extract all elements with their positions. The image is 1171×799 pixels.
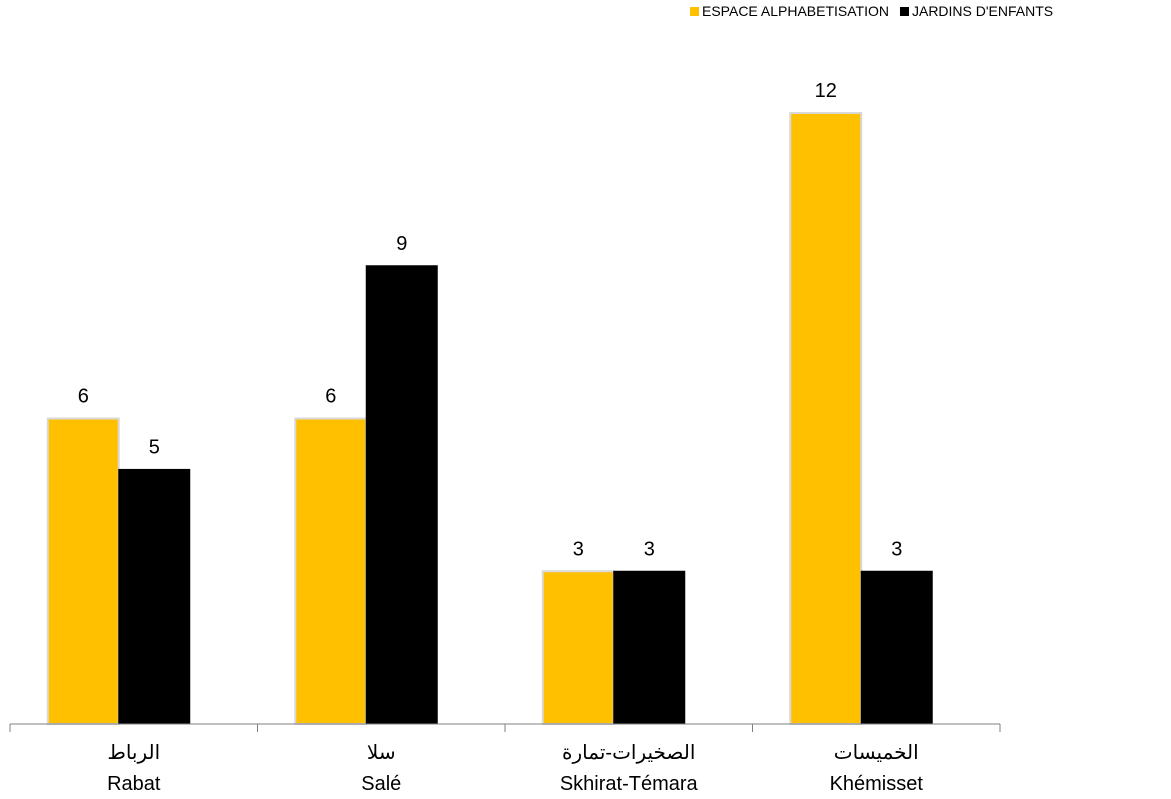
category-label-french: Rabat [107, 773, 161, 795]
value-label: 6 [325, 386, 336, 408]
legend-entry: ESPACE ALPHABETISATION [702, 3, 889, 19]
category-labels-group: الرباط Rabat سلا Salé الصخيرات-تمارة Skhirat-… [107, 742, 923, 795]
category-label-french: Khémisset [830, 773, 924, 795]
category-label-french: Salé [361, 773, 401, 795]
bar-espace-alphabetisation-2 [541, 570, 615, 725]
legend-swatch [899, 7, 909, 16]
x-axis [9, 723, 1001, 732]
value-labels-group: 6 5 6 9 3 3 12 3 [78, 80, 903, 560]
bar-jardins-enfants-2 [613, 570, 686, 725]
category-label-arabic: الرباط [107, 742, 160, 764]
legend: ESPACE ALPHABETISATION JARDINS D'ENFANTS [690, 3, 1053, 19]
bars-group [46, 112, 933, 725]
value-label: 12 [815, 80, 837, 102]
bar-espace-alphabetisation-0 [46, 417, 120, 725]
value-label: 3 [891, 538, 902, 560]
value-label: 6 [78, 386, 89, 408]
category-label-french: Skhirat-Témara [560, 773, 699, 795]
bar-jardins-enfants-1 [365, 265, 438, 725]
category-label-arabic: سلا [367, 742, 396, 764]
bar-espace-alphabetisation-3 [789, 112, 863, 725]
bar-jardins-enfants-0 [118, 468, 191, 725]
legend-swatch [690, 7, 699, 16]
bar-jardins-enfants-3 [860, 570, 933, 725]
legend-entry: JARDINS D'ENFANTS [912, 3, 1053, 19]
value-label: 3 [573, 538, 584, 560]
value-label: 9 [396, 233, 407, 255]
category-label-arabic: الصخيرات-تمارة [562, 742, 695, 764]
value-label: 5 [149, 436, 160, 458]
bar-espace-alphabetisation-1 [294, 417, 368, 725]
category-label-arabic: الخميسات [834, 742, 919, 764]
value-label: 3 [644, 538, 655, 560]
